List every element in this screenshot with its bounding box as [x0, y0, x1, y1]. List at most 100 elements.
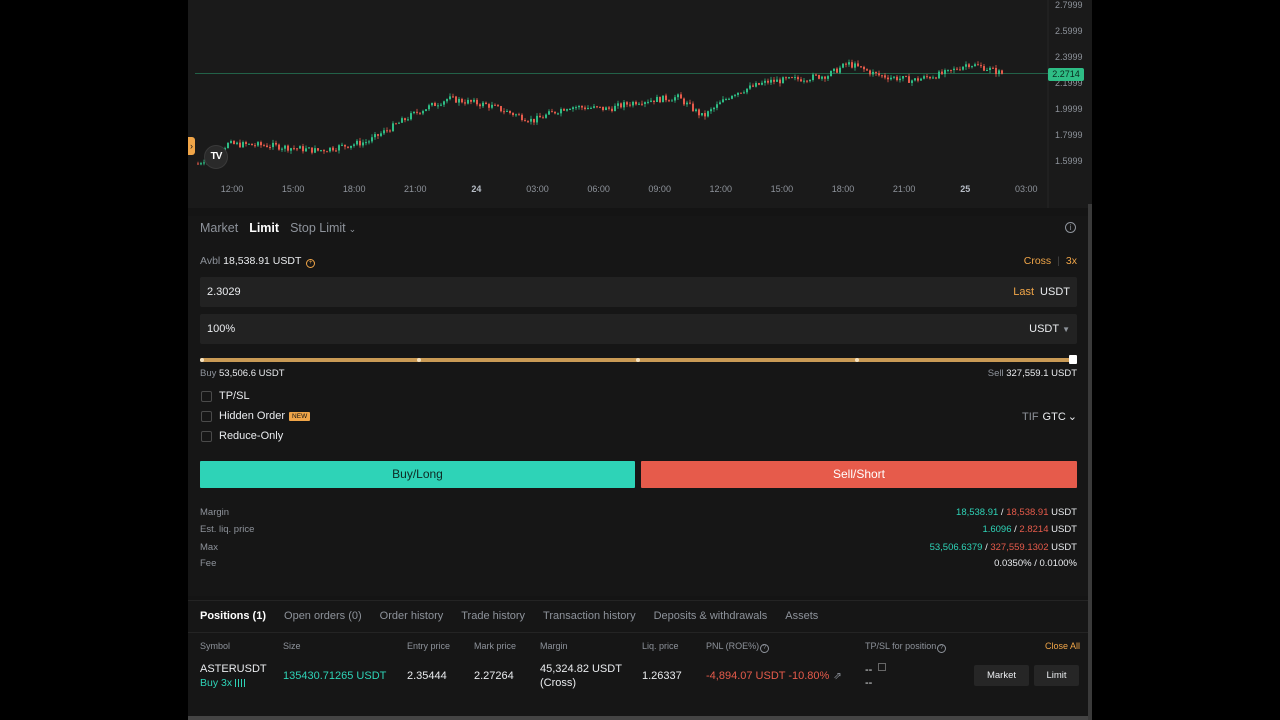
- candle-body: [473, 99, 475, 102]
- tif-label: TIF: [1022, 411, 1039, 423]
- scrollbar[interactable]: [1088, 204, 1092, 720]
- tab-stop-limit[interactable]: Stop Limit ⌄: [290, 221, 356, 235]
- candle-body: [497, 105, 499, 107]
- candle-body: [746, 88, 748, 93]
- tab-assets[interactable]: Assets: [785, 610, 819, 622]
- candle-body: [653, 100, 655, 103]
- tab-transaction-history[interactable]: Transaction history: [543, 610, 636, 622]
- chevron-down-icon: ⌄: [1067, 411, 1077, 423]
- candle-body: [509, 110, 511, 113]
- slider-mark-50[interactable]: [636, 358, 640, 362]
- candle-body: [983, 66, 985, 71]
- candle-body: [977, 64, 979, 66]
- candle-body: [374, 134, 376, 138]
- col-tpsl: TP/SL for position?: [865, 641, 947, 653]
- candle-body: [332, 147, 334, 151]
- info-icon[interactable]: i: [1065, 222, 1076, 233]
- candle-body: [521, 114, 523, 121]
- slider-mark-25[interactable]: [417, 358, 421, 362]
- buy-long-button[interactable]: Buy/Long: [200, 461, 635, 488]
- share-icon[interactable]: ⇗: [833, 671, 842, 682]
- tif-select[interactable]: TIF GTC ⌄: [1022, 410, 1077, 423]
- tab-market[interactable]: Market: [200, 221, 239, 235]
- margin-sell-value: 18,538.91: [1006, 507, 1049, 518]
- horizontal-scrollbar[interactable]: [188, 716, 1088, 720]
- help-icon[interactable]: ?: [760, 644, 770, 653]
- size-slider[interactable]: [200, 355, 1077, 364]
- summary-fee-label: Fee: [200, 558, 217, 569]
- limit-close-button[interactable]: Limit: [1034, 665, 1079, 686]
- price-input-value[interactable]: 2.3029: [207, 286, 241, 298]
- available-balance: Avbl 18,538.91 USDT +: [200, 255, 316, 268]
- candle-body: [584, 107, 586, 110]
- candle-body: [503, 111, 505, 113]
- slider-handle[interactable]: [1069, 355, 1077, 364]
- size-unit-select[interactable]: USDT ▼: [1029, 323, 1070, 335]
- reduce-only-checkbox[interactable]: [201, 430, 212, 442]
- candle-body: [227, 142, 229, 149]
- position-symbol[interactable]: ASTERUSDT: [200, 663, 267, 675]
- candle-body: [425, 109, 427, 112]
- candle-body: [593, 106, 595, 108]
- candle-body: [923, 76, 925, 79]
- size-input-value[interactable]: 100%: [207, 323, 236, 335]
- candle-body: [539, 115, 541, 118]
- separator: |: [1057, 255, 1060, 267]
- candle-body: [845, 63, 847, 65]
- price-input[interactable]: 2.3029 Last USDT: [200, 277, 1077, 307]
- candle-body: [260, 142, 262, 146]
- tab-open-orders[interactable]: Open orders (0): [284, 610, 362, 622]
- tab-trade-history[interactable]: Trade history: [461, 610, 526, 622]
- candle-body: [410, 113, 412, 120]
- col-margin: Margin: [540, 641, 568, 651]
- margin-buy-value: 18,538.91: [956, 507, 999, 518]
- hidden-order-option[interactable]: Hidden Order NEW: [201, 410, 311, 422]
- tab-positions[interactable]: Positions (1): [200, 610, 267, 622]
- candle-body: [422, 111, 424, 114]
- price-chart[interactable]: 2.7999 2.5999 2.3999 2.1999 1.9999 1.7999 1.59…: [188, 0, 1092, 208]
- candle-body: [371, 137, 373, 142]
- summary-fee: Fee 0.0350% / 0.0100%: [200, 558, 1077, 569]
- candle-body: [614, 105, 616, 112]
- candle-body: [386, 130, 388, 132]
- candle-body: [572, 107, 574, 110]
- leverage-button[interactable]: 3x: [1065, 255, 1077, 267]
- hidden-order-checkbox[interactable]: [201, 410, 212, 422]
- tab-limit[interactable]: Limit: [249, 221, 280, 235]
- edit-icon[interactable]: [878, 663, 887, 671]
- x-tick-label: 15:00: [771, 184, 794, 194]
- tpsl-option[interactable]: TP/SL: [201, 390, 250, 402]
- tab-deposits-withdrawals[interactable]: Deposits & withdrawals: [653, 610, 768, 622]
- price-unit: USDT: [1040, 286, 1070, 298]
- candle-body: [701, 113, 703, 116]
- size-input[interactable]: 100% USDT ▼: [200, 314, 1077, 344]
- help-icon[interactable]: ?: [937, 644, 947, 653]
- candle-body: [848, 62, 850, 65]
- slider-mark-75[interactable]: [855, 358, 859, 362]
- tab-order-history[interactable]: Order history: [379, 610, 444, 622]
- candle-body: [311, 147, 313, 153]
- margin-unit: USDT: [1051, 507, 1077, 518]
- candle-body: [860, 66, 862, 68]
- candle-body: [785, 77, 787, 79]
- max-sell-value: 327,559.1302: [990, 542, 1049, 553]
- position-mark-price: 2.27264: [474, 670, 514, 682]
- reduce-only-label: Reduce-Only: [219, 430, 284, 442]
- sell-short-button[interactable]: Sell/Short: [641, 461, 1077, 488]
- slider-mark-0[interactable]: [200, 358, 204, 362]
- candle-body: [887, 77, 889, 80]
- price-type-last[interactable]: Last: [1013, 286, 1035, 298]
- tpsl-checkbox[interactable]: [201, 390, 212, 402]
- candle-body: [302, 146, 304, 152]
- candle-body: [854, 63, 856, 68]
- avbl-value: 18,538.91 USDT: [223, 255, 302, 267]
- reduce-only-option[interactable]: Reduce-Only: [201, 430, 283, 442]
- transfer-icon[interactable]: +: [306, 259, 316, 268]
- candle-body: [512, 112, 514, 115]
- market-close-button[interactable]: Market: [974, 665, 1029, 686]
- candle-body: [998, 70, 1000, 75]
- close-all-button[interactable]: Close All: [1044, 641, 1080, 651]
- candle-body: [272, 142, 274, 148]
- margin-mode-button[interactable]: Cross: [1023, 255, 1052, 267]
- chart-collapse-handle[interactable]: ›: [188, 137, 195, 155]
